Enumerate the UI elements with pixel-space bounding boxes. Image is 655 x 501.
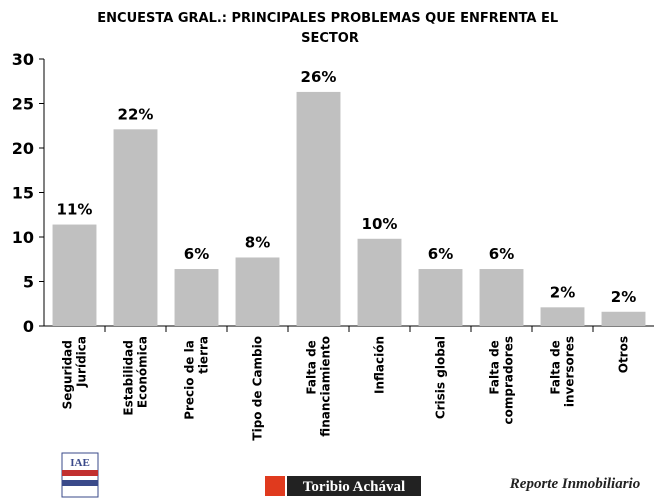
data-label: 10%	[362, 215, 398, 233]
bar	[174, 269, 219, 326]
y-tick-label: 20	[12, 139, 34, 158]
data-label: 6%	[489, 245, 514, 263]
y-tick-label: 15	[12, 184, 34, 203]
bar	[601, 311, 646, 326]
x-tick-label: Tipo de Cambio	[251, 336, 265, 441]
logo-text: Reporte Inmobiliario	[509, 476, 640, 492]
bar	[540, 307, 585, 326]
logo-band	[62, 470, 98, 476]
x-tick-label: Seguridad Jurídica	[61, 336, 89, 409]
data-label: 8%	[245, 233, 270, 251]
bar	[479, 269, 524, 326]
x-tick-label: Falta de financiamiento	[305, 336, 333, 437]
logo-band	[62, 480, 98, 486]
y-tick-label: 25	[12, 95, 34, 114]
x-tick-label: Falta de compradores	[488, 336, 516, 425]
data-label: 22%	[118, 105, 154, 123]
x-tick-label: Otros	[617, 336, 631, 373]
x-tick-label: Inflación	[373, 336, 387, 394]
y-tick-label: 5	[23, 273, 34, 292]
chart-title: ENCUESTA GRAL.: PRINCIPALES PROBLEMAS QU…	[97, 11, 562, 46]
bar	[113, 129, 158, 326]
x-tick-label: Falta de inversores	[549, 336, 577, 407]
data-label: 6%	[184, 245, 209, 263]
logo-box	[287, 476, 421, 496]
bar	[418, 269, 463, 326]
y-tick-label: 10	[12, 228, 34, 247]
bar	[357, 238, 402, 326]
bar	[52, 224, 97, 326]
data-label: 6%	[428, 245, 453, 263]
y-tick-label: 30	[12, 50, 34, 69]
logo-square	[265, 476, 285, 496]
x-tick-label: Precio de la tierra	[183, 336, 211, 420]
x-tick-label: Estabilidad Económica	[122, 336, 150, 416]
x-tick-label: Crisis global	[434, 336, 448, 419]
data-label: 11%	[57, 201, 93, 219]
logo-text: IAE	[70, 457, 90, 469]
data-label: 2%	[550, 283, 575, 301]
bar	[235, 257, 280, 326]
logo-iae: IAE	[61, 452, 99, 498]
data-label: 2%	[611, 288, 636, 306]
logo-text: Toribio Achával	[303, 479, 405, 495]
bar	[296, 91, 341, 327]
y-tick-label: 0	[23, 317, 34, 336]
data-label: 26%	[301, 68, 337, 86]
